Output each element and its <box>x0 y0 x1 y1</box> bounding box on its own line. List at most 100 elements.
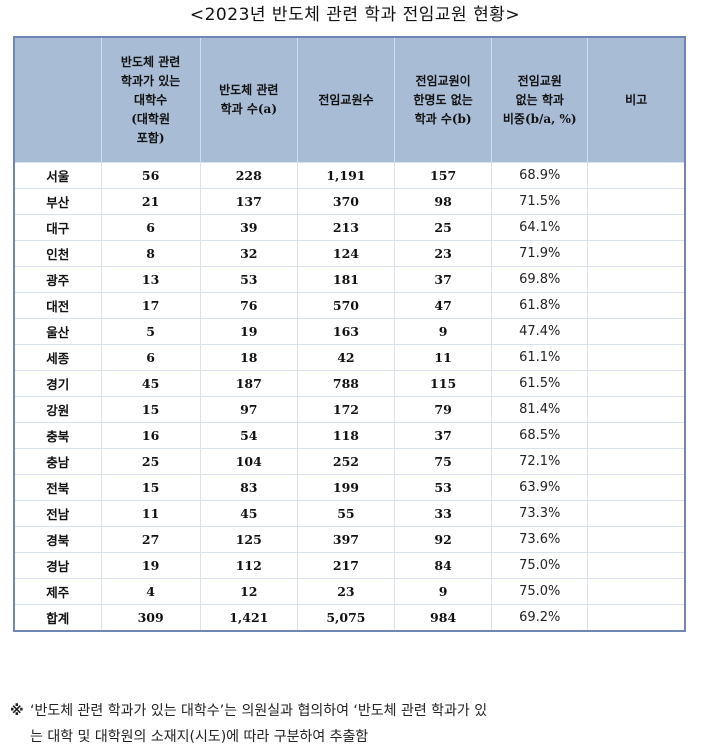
cell-universities: 15 <box>100 474 201 501</box>
cell-note <box>587 448 686 475</box>
cell-ratio: 73.6% <box>491 526 589 553</box>
cell-no-faculty-b: 9 <box>394 578 493 605</box>
cell-departments-a: 97 <box>199 396 298 423</box>
cell-no-faculty-b: 84 <box>394 552 493 579</box>
cell-universities: 6 <box>100 214 201 241</box>
cell-region: 경북 <box>13 526 102 553</box>
cell-universities: 13 <box>100 266 201 293</box>
cell-faculty-count: 5,075 <box>296 604 396 632</box>
cell-universities: 45 <box>100 370 201 397</box>
cell-faculty-count: 397 <box>296 526 396 553</box>
cell-departments-a: 187 <box>199 370 298 397</box>
cell-region: 세종 <box>13 344 102 371</box>
footnote-text-1: ‘반도체 관련 학과가 있는 대학수’는 의원실과 협의하여 ‘반도체 관련 학… <box>30 703 488 719</box>
cell-universities: 25 <box>100 448 201 475</box>
cell-faculty-count: 1,191 <box>296 162 396 189</box>
header-row: 반도체 관련 학과가 있는 대학수 (대학원 포함) 반도체 관련 학과 수(a… <box>13 37 686 163</box>
cell-no-faculty-b: 47 <box>394 292 493 319</box>
cell-region: 인천 <box>13 240 102 267</box>
cell-departments-a: 12 <box>199 578 298 605</box>
cell-ratio: 72.1% <box>491 448 589 475</box>
cell-no-faculty-b: 75 <box>394 448 493 475</box>
cell-no-faculty-b: 53 <box>394 474 493 501</box>
cell-no-faculty-b: 79 <box>394 396 493 423</box>
cell-region: 전북 <box>13 474 102 501</box>
table-row: 대전 17 76 570 47 61.8% <box>13 292 686 319</box>
header-region <box>13 37 102 163</box>
cell-note <box>587 188 686 215</box>
cell-faculty-count: 118 <box>296 422 396 449</box>
cell-note <box>587 240 686 267</box>
cell-universities: 15 <box>100 396 201 423</box>
table-row: 경남 19 112 217 84 75.0% <box>13 552 686 579</box>
cell-no-faculty-b: 37 <box>394 422 493 449</box>
cell-ratio: 68.9% <box>491 162 589 189</box>
table-row: 광주 13 53 181 37 69.8% <box>13 266 686 293</box>
cell-region: 충남 <box>13 448 102 475</box>
cell-departments-a: 76 <box>199 292 298 319</box>
cell-note <box>587 526 686 553</box>
cell-departments-a: 112 <box>199 552 298 579</box>
cell-region: 제주 <box>13 578 102 605</box>
cell-universities: 56 <box>100 162 201 189</box>
footnote-text-2: 는 대학 및 대학원의 소재지(시도)에 따라 구분하여 추출함 <box>30 729 369 745</box>
cell-note <box>587 214 686 241</box>
table-row: 전남 11 45 55 33 73.3% <box>13 500 686 527</box>
cell-universities: 16 <box>100 422 201 449</box>
table-row: 경북 27 125 397 92 73.6% <box>13 526 686 553</box>
table-header: 반도체 관련 학과가 있는 대학수 (대학원 포함) 반도체 관련 학과 수(a… <box>13 37 686 163</box>
cell-universities: 27 <box>100 526 201 553</box>
cell-region: 경남 <box>13 552 102 579</box>
cell-note <box>587 474 686 501</box>
cell-region: 전남 <box>13 500 102 527</box>
cell-faculty-count: 181 <box>296 266 396 293</box>
cell-faculty-count: 42 <box>296 344 396 371</box>
table-row: 울산 5 19 163 9 47.4% <box>13 318 686 345</box>
cell-no-faculty-b: 25 <box>394 214 493 241</box>
footnote-line-1: ※ ‘반도체 관련 학과가 있는 대학수’는 의원실과 협의하여 ‘반도체 관련 … <box>10 698 705 724</box>
cell-faculty-count: 199 <box>296 474 396 501</box>
cell-ratio: 71.5% <box>491 188 589 215</box>
cell-faculty-count: 217 <box>296 552 396 579</box>
cell-region: 광주 <box>13 266 102 293</box>
cell-region: 충북 <box>13 422 102 449</box>
table-row-total: 합계 309 1,421 5,075 984 69.2% <box>13 604 686 632</box>
cell-ratio: 75.0% <box>491 578 589 605</box>
cell-region: 울산 <box>13 318 102 345</box>
cell-note <box>587 292 686 319</box>
faculty-status-table: 반도체 관련 학과가 있는 대학수 (대학원 포함) 반도체 관련 학과 수(a… <box>13 36 686 632</box>
cell-no-faculty-b: 115 <box>394 370 493 397</box>
table-row: 서울 56 228 1,191 157 68.9% <box>13 162 686 189</box>
cell-universities: 8 <box>100 240 201 267</box>
cell-departments-a: 19 <box>199 318 298 345</box>
cell-faculty-count: 570 <box>296 292 396 319</box>
cell-ratio: 73.3% <box>491 500 589 527</box>
cell-departments-a: 32 <box>199 240 298 267</box>
cell-ratio: 75.0% <box>491 552 589 579</box>
cell-no-faculty-b: 92 <box>394 526 493 553</box>
document-title: <2023년 반도체 관련 학과 전임교원 현황> <box>189 5 521 25</box>
cell-universities: 11 <box>100 500 201 527</box>
cell-departments-a: 1,421 <box>199 604 298 632</box>
cell-no-faculty-b: 23 <box>394 240 493 267</box>
cell-region: 대전 <box>13 292 102 319</box>
table-row: 부산 21 137 370 98 71.5% <box>13 188 686 215</box>
header-universities: 반도체 관련 학과가 있는 대학수 (대학원 포함) <box>100 37 201 163</box>
cell-departments-a: 53 <box>199 266 298 293</box>
cell-departments-a: 54 <box>199 422 298 449</box>
table-row: 제주 4 12 23 9 75.0% <box>13 578 686 605</box>
header-faculty-count: 전임교원수 <box>296 37 396 163</box>
cell-ratio: 47.4% <box>491 318 589 345</box>
table-row: 경기 45 187 788 115 61.5% <box>13 370 686 397</box>
cell-no-faculty-b: 11 <box>394 344 493 371</box>
cell-universities: 6 <box>100 344 201 371</box>
cell-region: 합계 <box>13 604 102 632</box>
cell-faculty-count: 788 <box>296 370 396 397</box>
cell-universities: 21 <box>100 188 201 215</box>
cell-ratio: 69.8% <box>491 266 589 293</box>
header-ratio: 전임교원 없는 학과 비중(b/a, %) <box>491 37 589 163</box>
cell-no-faculty-b: 9 <box>394 318 493 345</box>
cell-faculty-count: 213 <box>296 214 396 241</box>
cell-note <box>587 578 686 605</box>
footnote: ※ ‘반도체 관련 학과가 있는 대학수’는 의원실과 협의하여 ‘반도체 관련 … <box>10 698 705 750</box>
